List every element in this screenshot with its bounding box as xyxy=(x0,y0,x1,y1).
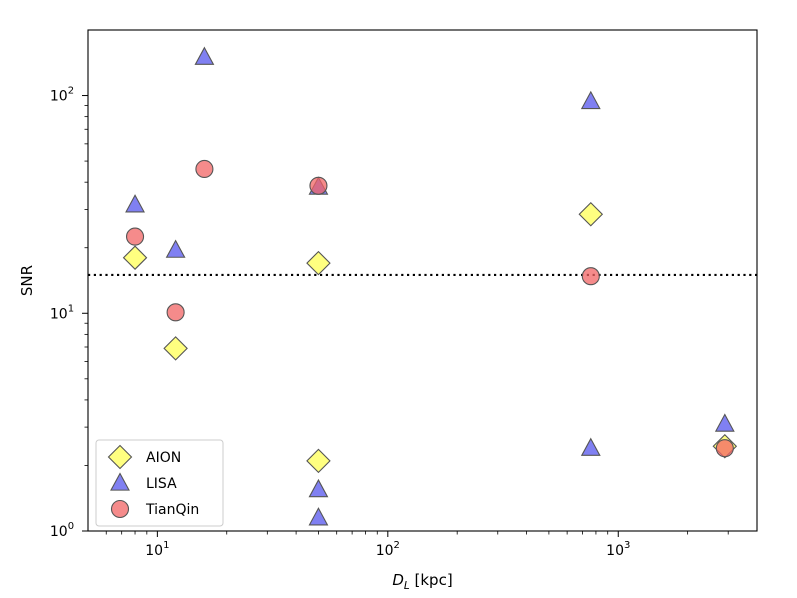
aion-point xyxy=(306,448,331,474)
legend-item-tianqin: TianQin xyxy=(110,499,199,519)
minor-ticks xyxy=(84,105,729,535)
lisa-point xyxy=(580,90,601,110)
y-tick-label: 100 xyxy=(50,521,74,540)
aion-point xyxy=(163,336,188,361)
tianqin-point xyxy=(581,267,600,286)
legend: AION LISA TianQin xyxy=(95,439,224,527)
aion-point xyxy=(306,250,331,276)
legend-marker-aion xyxy=(107,444,133,470)
lisa-point xyxy=(714,413,735,432)
data-markers xyxy=(122,46,738,526)
y-tick-label: 102 xyxy=(50,86,74,105)
lisa-point xyxy=(308,507,329,526)
y-axis-label: SNR xyxy=(18,265,36,296)
legend-marker-tianqin xyxy=(110,499,130,519)
lisa-point xyxy=(194,46,215,65)
x-tick-label: 101 xyxy=(145,540,169,559)
series-tianqin xyxy=(125,159,734,458)
legend-label: AION xyxy=(146,450,181,466)
lisa-point xyxy=(125,194,145,213)
tianqin-point xyxy=(195,159,214,179)
y-tick-label: 101 xyxy=(50,303,74,322)
tianqin-point xyxy=(125,227,145,246)
lisa-point xyxy=(580,437,601,456)
tianqin-point xyxy=(715,439,734,458)
x-axis-label: DL [kpc] xyxy=(392,571,452,592)
aion-point xyxy=(122,245,148,270)
tianqin-point xyxy=(309,176,328,195)
legend-marker-lisa xyxy=(110,472,130,491)
tianqin-point xyxy=(166,303,185,322)
legend-label: LISA xyxy=(146,476,177,492)
x-axis-label-symbol: D xyxy=(392,571,404,589)
lisa-point xyxy=(165,239,186,258)
series-aion xyxy=(122,201,738,474)
aion-point xyxy=(578,201,604,227)
x-tick-label: 103 xyxy=(606,540,630,559)
legend-item-lisa: LISA xyxy=(110,472,177,492)
tick-labels: 101 102 103 100 101 102 xyxy=(50,86,630,559)
lisa-point xyxy=(308,478,329,498)
x-tick-label: 102 xyxy=(376,540,400,559)
major-ticks xyxy=(82,95,619,537)
legend-label: TianQin xyxy=(145,502,199,518)
plot-frame xyxy=(87,29,758,532)
x-axis-label-unit: [kpc] xyxy=(415,571,453,589)
legend-item-aion: AION xyxy=(107,444,181,470)
x-axis-label-subscript: L xyxy=(404,580,410,592)
